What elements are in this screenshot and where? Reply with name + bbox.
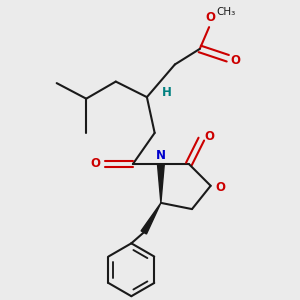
Text: O: O (206, 11, 216, 24)
Polygon shape (158, 164, 164, 203)
Text: O: O (91, 158, 100, 170)
Text: CH₃: CH₃ (217, 7, 236, 17)
Polygon shape (141, 203, 161, 234)
Text: O: O (215, 181, 225, 194)
Text: O: O (204, 130, 214, 142)
Text: H: H (162, 86, 172, 99)
Text: O: O (230, 54, 241, 67)
Text: N: N (156, 149, 166, 162)
